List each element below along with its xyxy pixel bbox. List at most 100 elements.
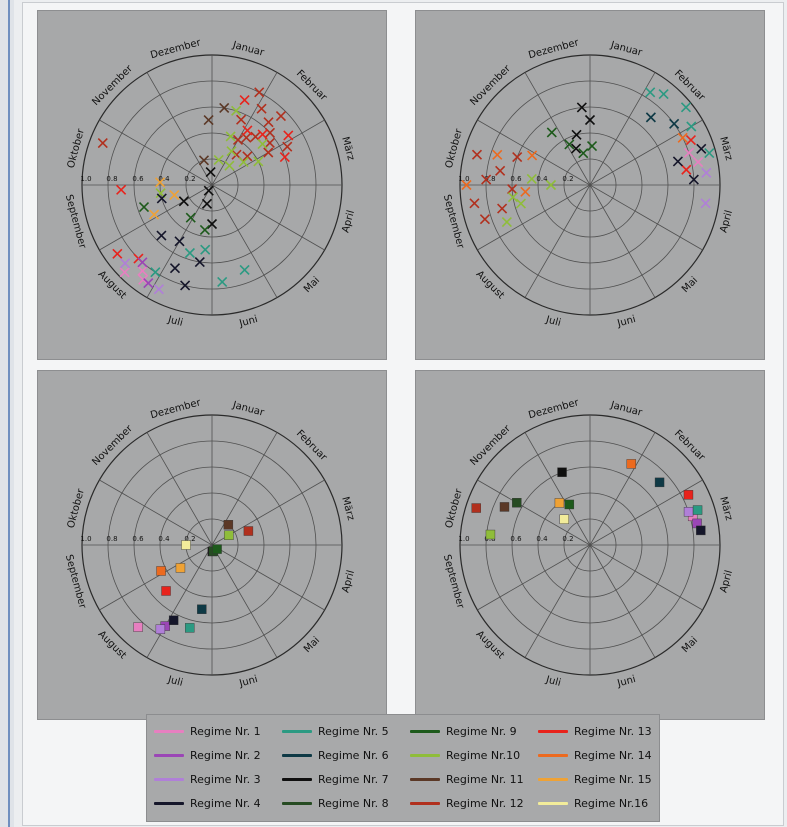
legend-label: Regime Nr.10 bbox=[446, 748, 521, 762]
marker-stroke bbox=[497, 203, 508, 214]
radial-tick-label: 0.2 bbox=[184, 175, 195, 183]
data-point-regime-nr-4 bbox=[696, 143, 707, 154]
marker-stroke bbox=[119, 258, 131, 269]
marker-stroke bbox=[492, 149, 503, 160]
legend-item-regime-nr-13: Regime Nr. 13 bbox=[538, 722, 666, 740]
data-point-regime-nr-9 bbox=[564, 499, 575, 510]
marker-stroke bbox=[149, 209, 160, 220]
data-point-regime-nr-7 bbox=[584, 114, 596, 126]
polar-panel-bottom-right: Januar Februar März April Mai Juni Juli August S… bbox=[415, 370, 765, 720]
marker-stroke bbox=[156, 193, 167, 204]
data-point-regime-nr-10 bbox=[507, 192, 519, 203]
month-label-april: April bbox=[340, 209, 357, 234]
marker-stroke bbox=[256, 103, 267, 114]
data-point-regime-nr-13 bbox=[112, 248, 123, 259]
month-label-april: April bbox=[340, 569, 357, 594]
marker-stroke bbox=[143, 278, 154, 289]
polar-plot-svg: JanuarFebruarMärzAprilMaiJuniJuliAugustS… bbox=[63, 37, 357, 330]
data-point-regime-nr-9 bbox=[564, 139, 575, 150]
data-point-regime-nr-5 bbox=[692, 505, 703, 515]
grid-spoke bbox=[99, 184, 213, 251]
marker-stroke bbox=[185, 212, 196, 223]
data-point-regime-nr-7 bbox=[205, 167, 216, 178]
polar-plot-svg: JanuarFebruarMärzAprilMaiJuniJuliAugustS… bbox=[441, 37, 735, 330]
marker-stroke bbox=[681, 164, 692, 175]
marker-stroke bbox=[283, 130, 294, 141]
marker-stroke bbox=[138, 274, 149, 285]
data-point-regime-nr-12 bbox=[479, 214, 490, 225]
data-point-regime-nr-5 bbox=[658, 89, 669, 100]
month-label-januar: Januar bbox=[609, 40, 645, 59]
legend-swatch bbox=[154, 753, 184, 757]
data-point-regime-nr-13 bbox=[279, 151, 290, 163]
radial-tick-label: 0.2 bbox=[184, 535, 195, 543]
data-point-regime-nr-3 bbox=[119, 258, 131, 269]
data-point-regime-nr-5 bbox=[704, 147, 715, 159]
radial-tick-label: 1.0 bbox=[80, 535, 91, 543]
legend-item-regime-nr-2: Regime Nr. 2 bbox=[154, 746, 282, 764]
grid-spoke bbox=[99, 119, 213, 186]
month-label-juli: Juli bbox=[166, 314, 184, 329]
legend-swatch bbox=[538, 801, 568, 805]
marker-stroke bbox=[545, 179, 557, 191]
grid-spoke bbox=[99, 544, 213, 611]
marker-stroke bbox=[680, 102, 692, 113]
legend-item-regime-nr-5: Regime Nr. 5 bbox=[282, 722, 410, 740]
marker-stroke bbox=[253, 156, 264, 167]
marker-stroke bbox=[201, 198, 213, 209]
marker-stroke bbox=[693, 156, 704, 168]
data-point-regime-nr-10 bbox=[224, 160, 235, 171]
month-label-august: August bbox=[96, 629, 129, 662]
data-point-regime-nr-15 bbox=[149, 209, 160, 220]
marker-stroke bbox=[471, 149, 483, 160]
marker-stroke bbox=[184, 247, 195, 259]
data-point-regime-nr-5 bbox=[217, 276, 228, 288]
data-point-regime-nr-10 bbox=[231, 105, 242, 116]
legend-label: Regime Nr. 5 bbox=[318, 724, 389, 738]
radial-tick-label: 0.6 bbox=[132, 535, 144, 543]
marker-stroke bbox=[507, 184, 518, 195]
data-point-regime-nr-5 bbox=[680, 102, 692, 113]
month-label-juli: Juli bbox=[544, 314, 562, 329]
marker-stroke bbox=[219, 102, 230, 114]
marker-stroke bbox=[137, 265, 148, 276]
marker-stroke bbox=[178, 196, 189, 207]
month-label-august: August bbox=[474, 269, 507, 302]
data-point-regime-nr-15 bbox=[175, 563, 186, 573]
data-point-regime-nr-5 bbox=[184, 247, 195, 259]
data-point-regime-nr-10 bbox=[226, 146, 237, 157]
legend-item-regime-nr-9: Regime Nr. 9 bbox=[410, 722, 538, 740]
grid-spoke bbox=[524, 184, 591, 298]
data-point-regime-nr-9 bbox=[578, 148, 589, 159]
legend-swatch bbox=[282, 777, 312, 781]
legend-swatch bbox=[410, 729, 440, 733]
data-point-regime-nr-4 bbox=[180, 280, 191, 291]
radial-tick-label: 1.0 bbox=[80, 175, 91, 183]
marker-stroke bbox=[669, 118, 680, 129]
month-label-mai: Mai bbox=[302, 275, 322, 295]
marker-stroke bbox=[275, 110, 287, 122]
data-point-regime-nr-10 bbox=[257, 139, 268, 150]
data-point-regime-nr-12 bbox=[263, 117, 274, 128]
grid-spoke bbox=[589, 184, 656, 298]
marker-stroke bbox=[226, 146, 237, 157]
data-point-regime-nr-3 bbox=[683, 507, 694, 517]
marker-stroke bbox=[232, 134, 244, 146]
data-point-regime-nr-7 bbox=[576, 102, 587, 113]
data-point-regime-nr-10 bbox=[238, 157, 249, 168]
data-point-regime-nr-5 bbox=[200, 244, 211, 255]
legend-item-regime-nr-10: Regime Nr.10 bbox=[410, 746, 538, 764]
data-point-regime-nr-7 bbox=[203, 185, 214, 196]
data-point-regime-nr-10 bbox=[501, 216, 512, 228]
grid-spoke bbox=[524, 72, 591, 186]
grid-spoke bbox=[211, 184, 278, 298]
grid-spoke bbox=[477, 119, 591, 186]
marker-stroke bbox=[683, 147, 694, 158]
grid-spoke bbox=[524, 432, 591, 546]
radial-tick-label: 0.8 bbox=[106, 535, 117, 543]
month-label-m-rz: März bbox=[339, 496, 356, 522]
data-point-regime-nr-12 bbox=[263, 147, 274, 158]
marker-stroke bbox=[224, 160, 235, 171]
month-label-m-rz: März bbox=[717, 136, 734, 162]
legend-swatch bbox=[538, 753, 568, 757]
